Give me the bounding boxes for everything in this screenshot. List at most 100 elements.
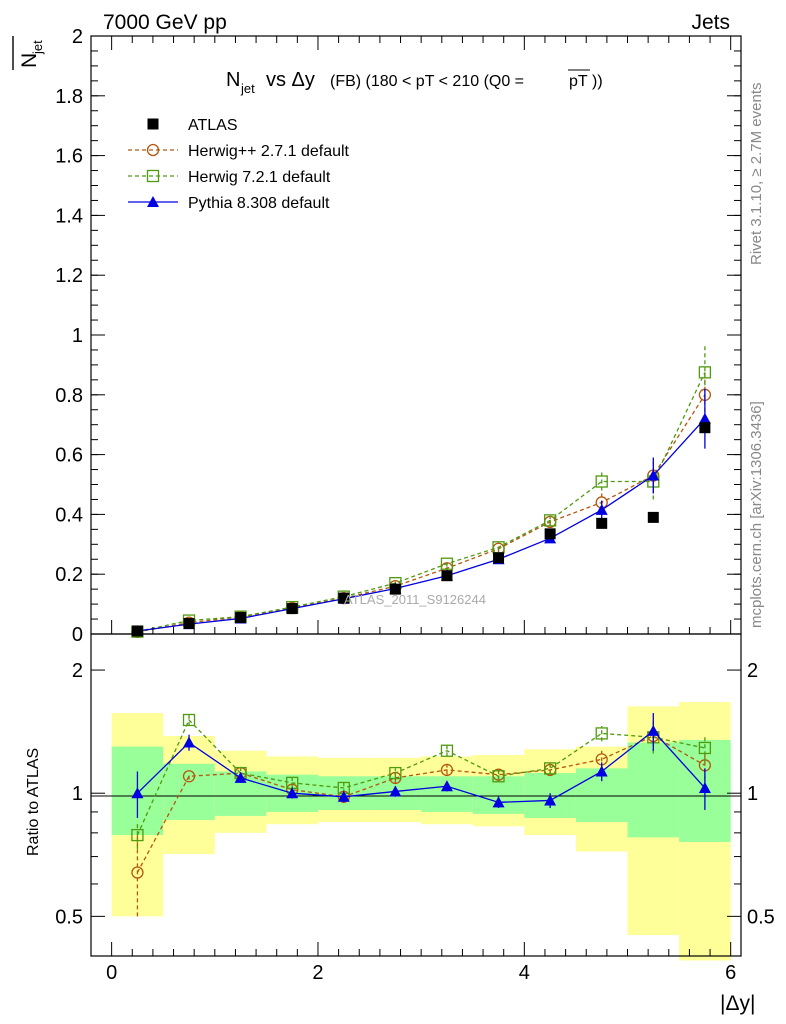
legend-label: Herwig++ 2.7.1 default — [188, 143, 350, 160]
data-point — [544, 528, 556, 540]
data-point — [543, 514, 557, 527]
ratio-y-label: Ratio to ATLAS — [25, 748, 42, 856]
series-0 — [131, 422, 711, 637]
ratio-y-tick-label-right: 0.5 — [747, 906, 775, 928]
data-point — [389, 583, 401, 595]
uncertainty-band-green — [627, 742, 680, 838]
svg-text:N: N — [18, 53, 41, 68]
legend: ATLAS Herwig++ 2.7.1 default Herwig 7.2.1 … — [128, 117, 350, 212]
legend-marker — [147, 196, 159, 207]
data-point — [647, 511, 659, 523]
x-tick-label: 4 — [519, 962, 530, 984]
ratio-point — [595, 765, 608, 777]
ratio-point — [183, 736, 196, 748]
data-point — [441, 570, 453, 582]
y-axis-label-top: N jet — [12, 36, 45, 70]
svg-text:jet: jet — [30, 40, 45, 55]
data-point — [493, 552, 505, 564]
ratio-series-line — [136, 735, 706, 873]
svg-text:vs Δy: vs Δy — [266, 69, 315, 91]
rivet-label: Rivet 3.1.10, ≥ 2.7M events — [748, 83, 765, 266]
legend-marker — [147, 118, 159, 130]
legend-label: Herwig 7.2.1 default — [188, 169, 331, 186]
mcplots-label: mcplots.cern.ch [arXiv:1306.3436] — [748, 401, 765, 628]
ratio-point — [131, 866, 144, 879]
data-point — [131, 625, 143, 637]
y-tick-label: 0.8 — [55, 385, 83, 407]
y-tick-label: 0 — [72, 624, 83, 646]
plot-title: N jet vs Δy (FB) (180 < pT < 210 (Q0 = p… — [226, 69, 603, 96]
svg-text:pT: pT — [569, 73, 588, 90]
y-tick-label: 1 — [72, 325, 83, 347]
watermark: ATLAS_2011_S9126244 — [344, 592, 486, 607]
ratio-point — [698, 781, 711, 793]
legend-label: Pythia 8.308 default — [188, 195, 330, 212]
ratio-point — [440, 780, 453, 792]
ratio-series-2 — [131, 713, 711, 818]
ratio-point — [182, 770, 196, 783]
ratio-point — [595, 727, 608, 740]
data-point — [698, 366, 712, 379]
ratio-point — [131, 828, 144, 842]
data-point — [183, 618, 195, 630]
ratio-y-tick-label: 1 — [72, 783, 83, 805]
y-tick-label: 2 — [72, 26, 83, 48]
ratio-point — [286, 787, 299, 799]
data-point — [286, 603, 298, 615]
ratio-plot-frame — [90, 633, 742, 957]
y-tick-label: 0.4 — [55, 504, 83, 526]
data-point — [235, 612, 247, 624]
header-left: 7000 GeV pp — [103, 11, 227, 34]
ratio-point — [389, 785, 402, 797]
uncertainty-band-green — [163, 763, 215, 821]
x-axis-label: |Δy| — [720, 992, 755, 1015]
ratio-point — [543, 762, 557, 775]
x-tick-label: 6 — [725, 962, 736, 984]
svg-text:N: N — [226, 69, 240, 91]
series-line — [137, 418, 706, 632]
ratio-point — [440, 744, 454, 757]
x-tick-label: 2 — [312, 962, 323, 984]
ratio-series-line — [136, 718, 706, 836]
svg-text:jet: jet — [240, 81, 255, 96]
y-tick-label: 0.6 — [55, 445, 83, 467]
series-line — [137, 372, 706, 633]
legend-marker — [146, 169, 160, 183]
y-tick-label: 0.2 — [55, 564, 83, 586]
y-tick-label: 1.2 — [55, 265, 83, 287]
ratio-point — [234, 771, 247, 783]
data-point — [699, 422, 711, 434]
svg-text:)): )) — [592, 73, 603, 90]
ratio-point — [440, 763, 454, 777]
series-line — [137, 394, 706, 633]
ratio-y-tick-label: 0.5 — [55, 906, 83, 928]
data-point — [698, 412, 711, 424]
ratio-point — [337, 790, 350, 802]
y-tick-label: 1.8 — [55, 86, 83, 108]
ratio-point — [698, 741, 712, 755]
data-point — [595, 503, 608, 515]
ratio-point — [492, 796, 505, 808]
legend-label: ATLAS — [188, 117, 238, 134]
data-point — [647, 469, 660, 481]
legend-marker — [146, 143, 160, 157]
data-point — [338, 592, 350, 604]
ratio-point — [492, 770, 505, 783]
ratio-point — [544, 794, 557, 806]
ratio-y-tick-label-right: 1 — [747, 783, 758, 805]
data-point — [440, 557, 454, 570]
ratio-point — [389, 766, 402, 780]
data-point — [595, 475, 608, 488]
x-tick-label: 0 — [106, 962, 117, 984]
ratio-point — [131, 787, 144, 799]
data-point — [596, 517, 608, 529]
ratio-series-line — [136, 730, 706, 803]
ratio-y-tick-label: 2 — [72, 660, 83, 682]
svg-text:(FB) (180 < pT < 210 (Q0 =: (FB) (180 < pT < 210 (Q0 = — [330, 73, 524, 90]
ratio-point — [182, 713, 196, 727]
ratio-y-tick-label-right: 2 — [747, 660, 758, 682]
y-tick-label: 1.6 — [55, 146, 83, 168]
header-right: Jets — [691, 11, 730, 34]
ratio-point — [647, 724, 660, 736]
